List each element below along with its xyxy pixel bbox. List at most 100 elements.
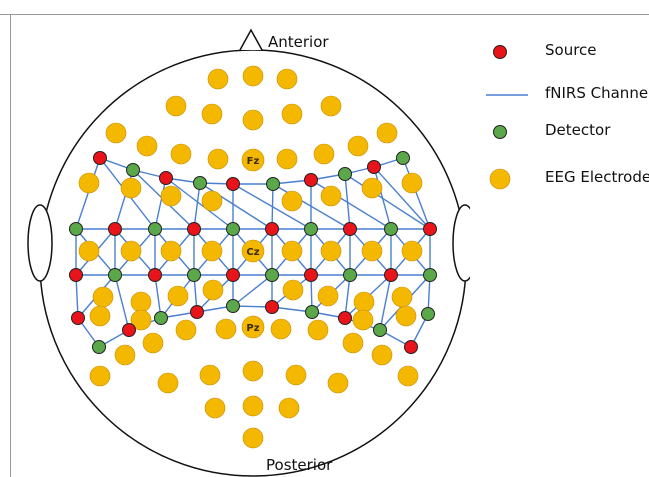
detector-optode — [421, 307, 435, 321]
eeg-electrode — [242, 109, 264, 131]
detector-optode — [148, 222, 162, 236]
detector-optode — [193, 176, 207, 190]
eeg-electrode — [320, 95, 342, 117]
detector-optode — [126, 163, 140, 177]
source-optode — [122, 323, 136, 337]
fnirs-channel-line — [199, 182, 273, 230]
legend-item-source: Source — [470, 38, 649, 66]
eeg-electrode — [270, 318, 292, 340]
channel-line-icon — [486, 94, 528, 96]
eeg-electrode — [105, 122, 127, 144]
eeg-electrode — [130, 309, 152, 331]
fnirs-channel-line — [373, 166, 392, 230]
eeg-electrode — [215, 318, 237, 340]
eeg-electrode — [353, 291, 375, 313]
eeg-electrode — [401, 240, 423, 262]
eeg-electrode — [242, 65, 264, 87]
eeg-electrode — [281, 240, 303, 262]
eeg-electrode — [313, 143, 335, 165]
eeg-electrode — [278, 397, 300, 419]
eeg-electrode — [361, 240, 383, 262]
eeg-electrode — [201, 190, 223, 212]
eeg-electrode — [142, 332, 164, 354]
eeg-electrode — [201, 240, 223, 262]
source-dot-icon — [493, 45, 507, 59]
eeg-electrode — [204, 397, 226, 419]
eeg-electrode — [78, 172, 100, 194]
fnirs-channel-line — [379, 274, 392, 331]
eeg-electrode — [282, 279, 304, 301]
detector-optode — [154, 311, 168, 325]
eeg-electrode — [276, 148, 298, 170]
eeg-electrode — [175, 319, 197, 341]
eeg-electrode — [157, 372, 179, 394]
detector-optode — [338, 167, 352, 181]
eeg-electrode — [395, 305, 417, 327]
eeg-electrode — [170, 143, 192, 165]
fnirs-channel-line — [344, 274, 351, 319]
nose-icon — [239, 28, 263, 51]
source-optode — [265, 300, 279, 314]
eeg-electrode — [320, 185, 342, 207]
detector-optode — [384, 222, 398, 236]
detector-optode — [343, 268, 357, 282]
eeg-electrode — [320, 240, 342, 262]
left-border — [10, 14, 11, 477]
source-optode — [71, 311, 85, 325]
source-optode — [404, 340, 418, 354]
detector-optode — [108, 268, 122, 282]
electrode-label: Cz — [246, 247, 259, 258]
detector-optode — [265, 268, 279, 282]
eeg-electrode — [241, 315, 265, 339]
eeg-electrode — [352, 309, 374, 331]
source-optode — [304, 268, 318, 282]
detector-optode — [187, 268, 201, 282]
eeg-electrode-icon — [489, 168, 511, 190]
source-optode — [384, 268, 398, 282]
eeg-electrode — [347, 135, 369, 157]
eeg-electrode — [327, 372, 349, 394]
eeg-electrode — [281, 190, 303, 212]
eeg-electrode — [167, 285, 189, 307]
eeg-electrode — [92, 286, 114, 308]
eeg-electrode — [401, 172, 423, 194]
fnirs-channel-line — [373, 166, 431, 230]
legend-item-detector: Detector — [470, 118, 649, 146]
fnirs-channel-line — [232, 274, 273, 307]
eeg-electrode — [201, 103, 223, 125]
eeg-electrode — [371, 344, 393, 366]
eeg-electrode — [130, 291, 152, 313]
eeg-electrode — [89, 305, 111, 327]
right-ear-icon — [452, 204, 470, 282]
detector-optode — [305, 305, 319, 319]
legend-label: EEG Electrode — [545, 168, 649, 186]
source-optode — [108, 222, 122, 236]
eeg-electrodes: Fz Cz Pz — [78, 65, 423, 449]
electrode-label: Pz — [246, 323, 259, 334]
eeg-electrode — [202, 279, 224, 301]
eeg-electrode — [136, 135, 158, 157]
eeg-electrode-fz: Fz — [241, 148, 265, 172]
fnirs-channel-line — [75, 274, 79, 319]
source-optode — [226, 177, 240, 191]
source-optode — [343, 222, 357, 236]
top-border — [0, 14, 649, 15]
eeg-electrode — [242, 360, 264, 382]
detector-optode — [266, 177, 280, 191]
eeg-electrode — [361, 177, 383, 199]
detector-optode — [226, 299, 240, 313]
source-optode — [93, 151, 107, 165]
eeg-electrode — [114, 344, 136, 366]
eeg-electrode — [120, 177, 142, 199]
electrode-label: Fz — [247, 156, 260, 167]
source-optode — [423, 222, 437, 236]
eeg-electrode — [241, 148, 265, 172]
head-montage-diagram: Fz Cz Pz — [27, 28, 470, 477]
legend-item-channel: fNIRS Channel — [470, 81, 649, 109]
eeg-electrode — [165, 95, 187, 117]
fnirs-channel-line — [193, 182, 201, 230]
fnirs-channel-line — [344, 173, 351, 230]
fnirs-channel-line — [165, 177, 234, 230]
eeg-electrode — [307, 319, 329, 341]
